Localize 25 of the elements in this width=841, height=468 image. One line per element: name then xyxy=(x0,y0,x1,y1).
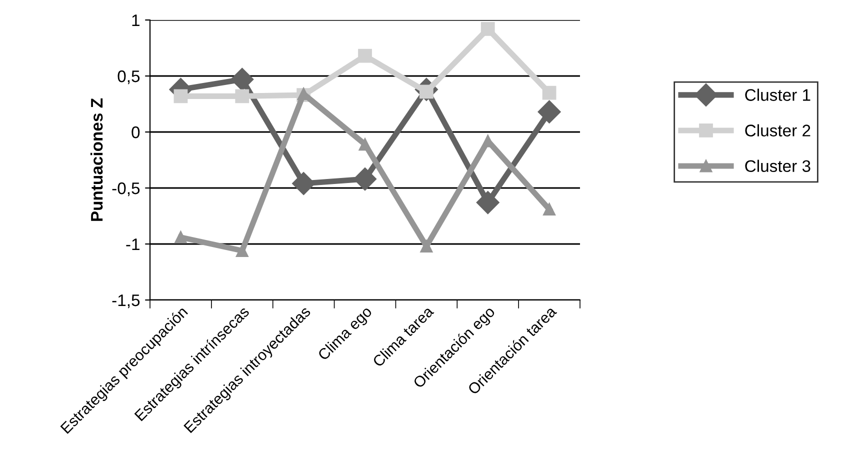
point xyxy=(354,168,376,191)
point xyxy=(358,138,372,151)
point xyxy=(236,244,248,257)
point xyxy=(174,231,187,244)
point xyxy=(543,203,556,216)
point xyxy=(420,240,433,252)
y-tick-label: -1,5 xyxy=(112,294,140,308)
point xyxy=(230,68,254,91)
point xyxy=(235,89,250,104)
y-tick-label: 0,5 xyxy=(118,70,140,84)
point xyxy=(174,89,188,104)
y-axis-title: Puntuaciones Z xyxy=(90,98,103,221)
point xyxy=(292,172,316,196)
legend-label: Cluster 3 xyxy=(745,160,810,172)
y-tick-label: 0 xyxy=(132,126,140,138)
y-tick-label: -1 xyxy=(126,238,140,250)
point xyxy=(538,100,561,124)
point xyxy=(542,86,556,100)
point xyxy=(476,191,500,214)
legend-label: Cluster 2 xyxy=(745,124,810,136)
legend-label: Cluster 1 xyxy=(745,88,810,101)
y-tick-label: 1 xyxy=(132,14,140,26)
point xyxy=(358,48,372,63)
y-tick-label: -0,5 xyxy=(112,182,140,196)
point xyxy=(480,22,495,36)
